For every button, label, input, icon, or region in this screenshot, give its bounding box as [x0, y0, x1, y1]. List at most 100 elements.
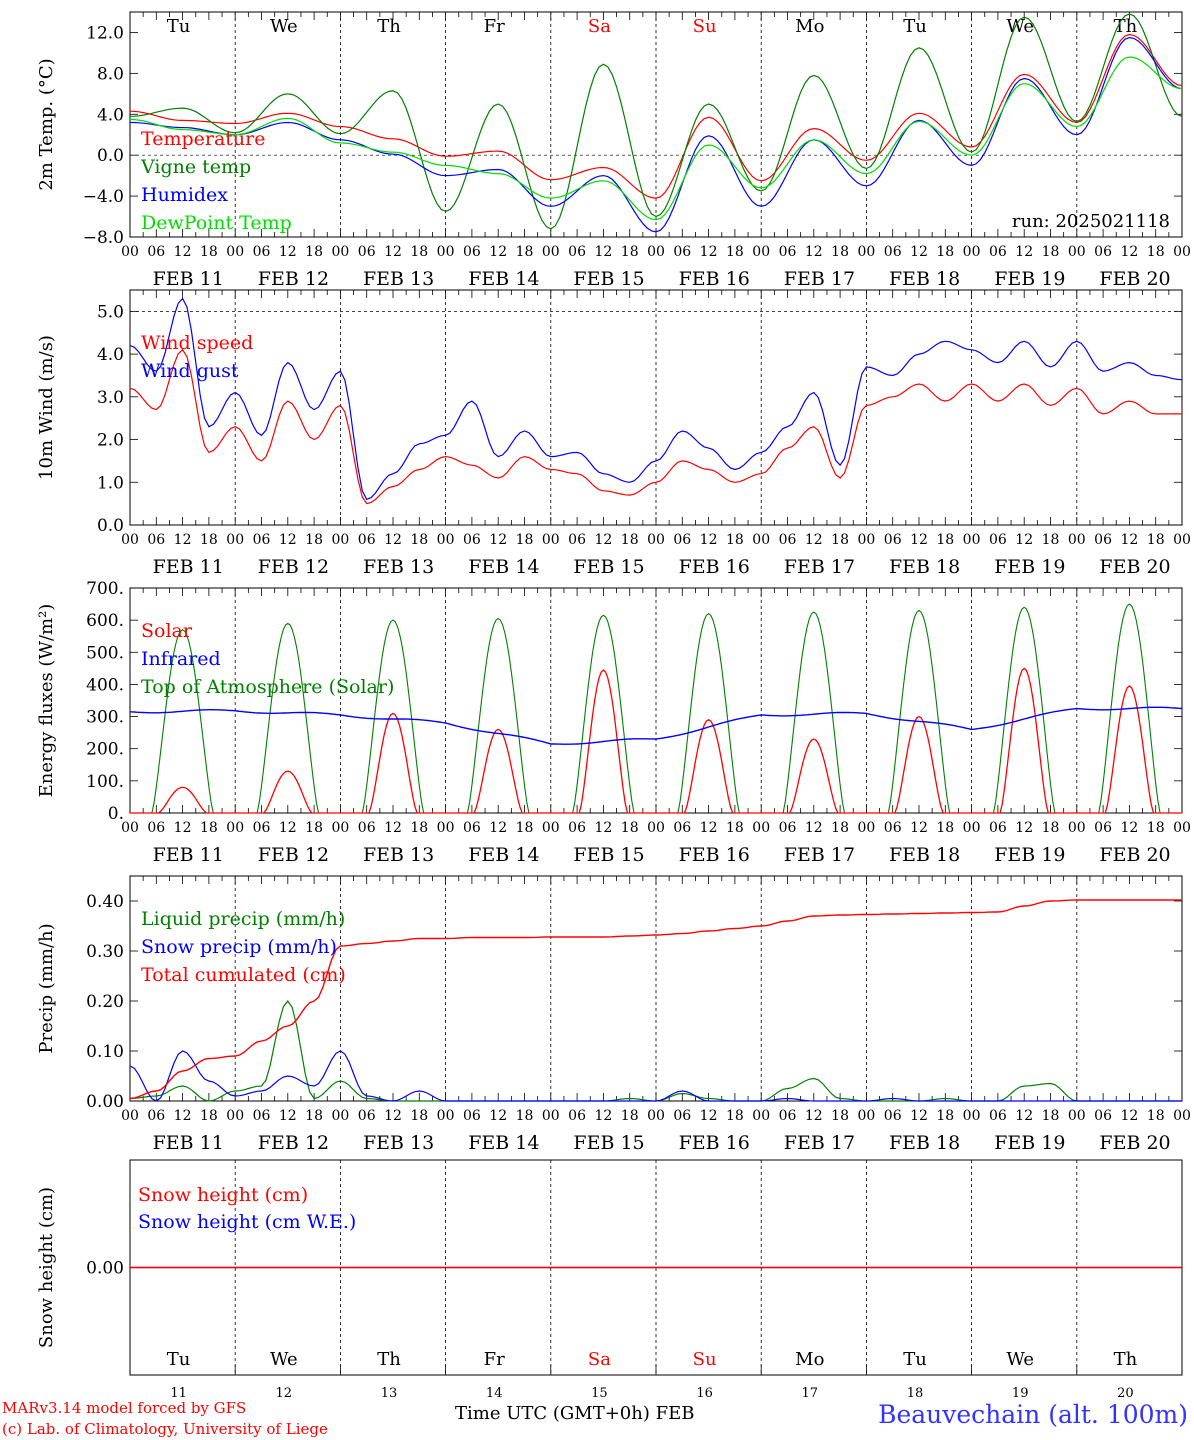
x-date-label: FEB 15 [573, 268, 644, 290]
x-hour-label: 00 [1173, 244, 1191, 260]
y-tick-label: 1.0 [97, 473, 124, 493]
x-hour-label: 12 [279, 532, 297, 548]
weekday-label: Th [377, 1349, 401, 1370]
x-hour-label: 12 [700, 532, 718, 548]
x-hour-label: 12 [384, 1108, 402, 1124]
x-hour-label: 18 [831, 532, 849, 548]
x-hour-label: 18 [726, 532, 744, 548]
x-hour-label: 12 [384, 532, 402, 548]
x-date-label: FEB 15 [573, 844, 644, 866]
x-hour-label: 00 [437, 1108, 455, 1124]
x-date-label: FEB 11 [153, 1132, 224, 1154]
x-hour-label: 00 [437, 532, 455, 548]
y-tick-label: 400. [86, 675, 124, 695]
x-hour-label: 06 [1094, 244, 1112, 260]
x-hour-label: 00 [542, 532, 560, 548]
legend-entry: Total cumulated (cm) [141, 964, 346, 986]
y-tick-label: 100. [86, 772, 124, 792]
x-hour-label: 06 [989, 1108, 1007, 1124]
legend-entry: Infrared [141, 648, 221, 670]
x-hour-label: 18 [621, 532, 639, 548]
x-hour-label: 12 [279, 820, 297, 836]
x-hour-label: 12 [805, 532, 823, 548]
x-hour-label: 12 [1120, 1108, 1138, 1124]
x-hour-label: 00 [121, 532, 139, 548]
x-date-label: FEB 16 [679, 268, 750, 290]
x-hour-label: 12 [174, 1108, 192, 1124]
y-tick-label: 5.0 [97, 302, 124, 322]
x-date-label: FEB 16 [679, 844, 750, 866]
x-hour-label: 12 [594, 532, 612, 548]
weekday-label: We [1006, 1349, 1034, 1370]
weekday-label: Tu [167, 1349, 191, 1370]
x-hour-label: 18 [410, 532, 428, 548]
x-hour-label: 12 [1120, 244, 1138, 260]
x-hour-label: 18 [200, 532, 218, 548]
x-hour-label: 18 [1042, 820, 1060, 836]
x-hour-label: 18 [305, 532, 323, 548]
meteogram: −8.0 −4.0 0.0 4.0 8.0 12.0 2m Temp. (°C) 00 06 12… [36, 11, 1191, 1398]
x-hour-label: 00 [1068, 1108, 1086, 1124]
y-tick-label: 12.0 [86, 23, 124, 43]
x-hour-label: 18 [1147, 244, 1165, 260]
x-hour-label: 00 [226, 532, 244, 548]
y-tick-label: 4.0 [97, 105, 124, 125]
y-tick-label: 3.0 [97, 388, 124, 408]
legend-entry: Wind gust [141, 360, 239, 382]
y-tick-label: 200. [86, 740, 124, 760]
x-hour-label: 06 [989, 820, 1007, 836]
x-date-label: FEB 19 [994, 268, 1065, 290]
y-tick-label: 4.0 [97, 345, 124, 365]
model-credit: MARv3.14 model forced by GFS (c) Lab. of… [2, 1398, 328, 1440]
x-hour-label: 12 [700, 820, 718, 836]
x-hour-label: 00 [542, 1108, 560, 1124]
y-tick-label: 500. [86, 643, 124, 663]
x-hour-label: 18 [516, 532, 534, 548]
y-tick-label: 2.0 [97, 431, 124, 451]
day-number-label: 16 [696, 1386, 713, 1398]
x-date-label: FEB 13 [363, 1132, 434, 1154]
x-date-label: FEB 17 [784, 844, 855, 866]
x-hour-label: 18 [305, 244, 323, 260]
x-date-label: FEB 16 [679, 556, 750, 578]
x-hour-label: 00 [1173, 820, 1191, 836]
x-date-label: FEB 13 [363, 556, 434, 578]
x-hour-label: 00 [226, 820, 244, 836]
x-hour-label: 00 [857, 1108, 875, 1124]
x-hour-label: 12 [489, 532, 507, 548]
series-line-snow-precip-mm-h- [129, 1050, 1182, 1102]
x-hour-label: 18 [726, 244, 744, 260]
x-hour-label: 06 [989, 244, 1007, 260]
x-hour-label: 00 [857, 532, 875, 548]
legend-entry: Vigne temp [140, 156, 251, 178]
x-date-label: FEB 18 [889, 844, 960, 866]
legend-entry: Temperature [141, 128, 265, 150]
x-hour-label: 18 [516, 1108, 534, 1124]
x-hour-label: 12 [594, 820, 612, 836]
x-hour-label: 06 [463, 1108, 481, 1124]
y-tick-label: 0.10 [86, 1042, 124, 1062]
x-hour-label: 00 [752, 820, 770, 836]
weekday-label: Su [693, 1349, 717, 1370]
x-hour-label: 06 [147, 820, 165, 836]
y-tick-label: 0.0 [97, 146, 124, 166]
y-axis-label: Snow height (cm) [36, 1187, 57, 1348]
x-hour-label: 00 [121, 1108, 139, 1124]
weekday-label: Su [693, 16, 717, 37]
x-hour-label: 00 [1068, 244, 1086, 260]
x-hour-label: 18 [1147, 820, 1165, 836]
x-hour-label: 12 [489, 1108, 507, 1124]
x-date-label: FEB 14 [468, 556, 539, 578]
x-hour-label: 12 [1015, 1108, 1033, 1124]
weekday-label: We [270, 16, 298, 37]
x-date-label: FEB 18 [889, 268, 960, 290]
x-date-label: FEB 12 [258, 556, 329, 578]
x-hour-label: 06 [779, 1108, 797, 1124]
day-number-label: 15 [591, 1386, 608, 1398]
x-hour-label: 18 [726, 1108, 744, 1124]
x-hour-label: 18 [1042, 532, 1060, 548]
x-date-label: FEB 12 [258, 268, 329, 290]
y-tick-label: −8.0 [83, 228, 124, 248]
x-hour-label: 00 [331, 1108, 349, 1124]
day-number-label: 13 [381, 1386, 398, 1398]
